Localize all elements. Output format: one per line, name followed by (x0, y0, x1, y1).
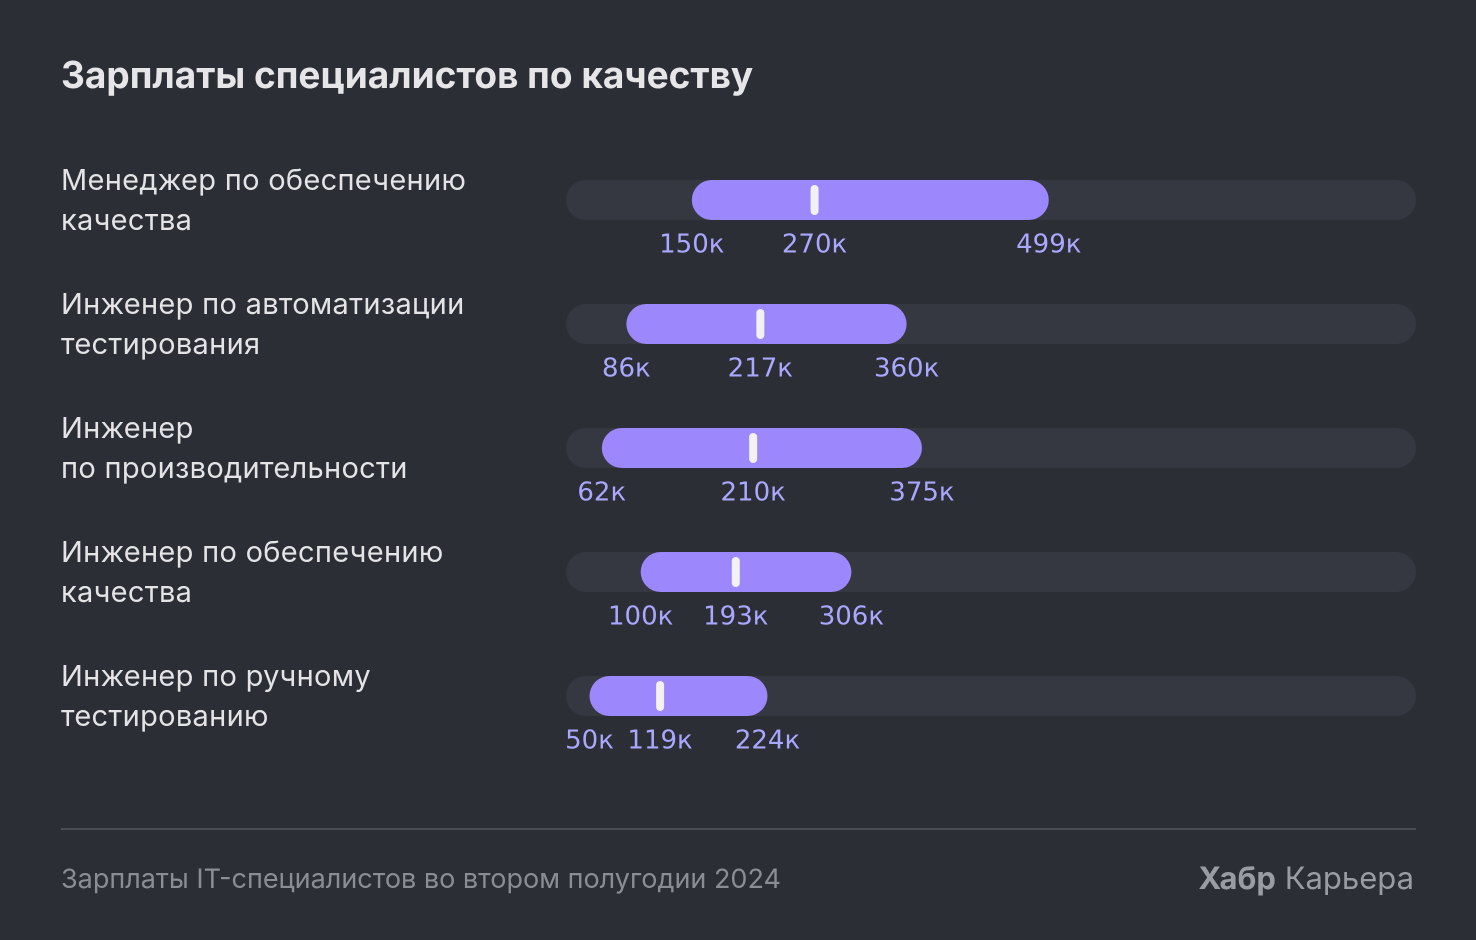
value-label: 499к (1016, 230, 1081, 260)
value-label: 150к (659, 230, 724, 260)
range-bar (626, 304, 907, 344)
value-label: 62к (577, 478, 626, 508)
brand: Хабр Карьера (1198, 860, 1414, 897)
range-bar (589, 676, 768, 716)
value-label: 217к (728, 354, 793, 384)
brand-bold: Хабр (1198, 860, 1276, 897)
median-mark (810, 185, 819, 215)
category-label: Инженер по ручному тестированию (61, 658, 371, 733)
range-bar (601, 428, 922, 468)
median-mark (756, 309, 765, 339)
category-label: Инженер по автоматизации тестирования (61, 286, 465, 361)
value-label: 193к (703, 602, 768, 632)
range-bar (640, 552, 852, 592)
value-label: 50к (565, 726, 614, 756)
value-label: 100к (608, 602, 673, 632)
median-mark (656, 681, 665, 711)
range-bar (691, 180, 1049, 220)
category-label: Инженер по производительности (61, 410, 408, 485)
brand-rest: Карьера (1284, 860, 1414, 897)
chart-title: Зарплаты специалистов по качеству (61, 52, 754, 97)
track (566, 676, 1416, 716)
footer: Зарплаты IT-специалистов во втором полуг… (61, 862, 781, 895)
value-label: 360к (874, 354, 939, 384)
median-mark (749, 433, 758, 463)
category-label: Инженер по обеспечению качества (61, 534, 444, 609)
value-label: 270к (782, 230, 847, 260)
value-label: 375к (889, 478, 954, 508)
value-label: 86к (602, 354, 651, 384)
category-label: Менеджер по обеспечению качества (61, 162, 467, 237)
value-label: 224к (735, 726, 800, 756)
median-mark (731, 557, 740, 587)
value-label: 306к (819, 602, 884, 632)
value-label: 119к (627, 726, 692, 756)
value-label: 210к (721, 478, 786, 508)
